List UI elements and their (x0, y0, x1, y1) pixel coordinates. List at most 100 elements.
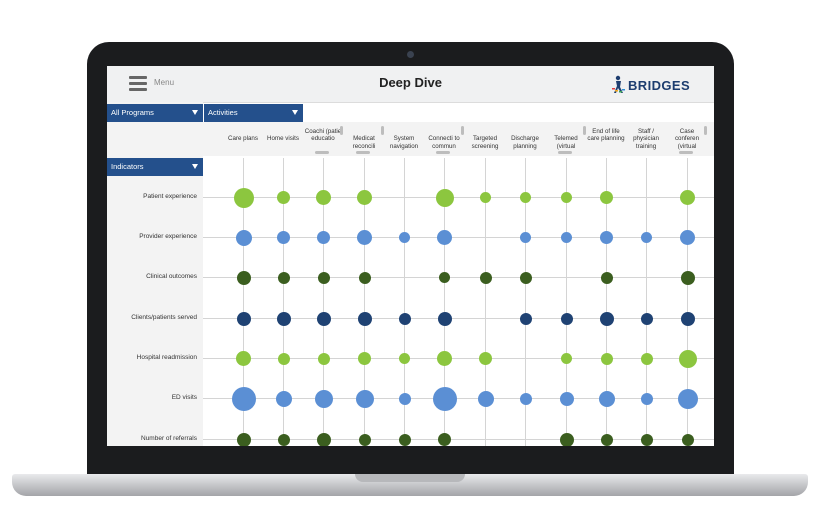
hamburger-menu-icon[interactable] (129, 76, 147, 91)
matrix-dot[interactable] (600, 231, 613, 244)
grid-column-line (243, 158, 244, 446)
column-hscrollbar[interactable] (679, 151, 693, 154)
column-header: Connecti to commun (428, 135, 460, 150)
matrix-dot[interactable] (236, 432, 251, 446)
matrix-dot[interactable] (680, 230, 695, 245)
column-hscrollbar[interactable] (315, 151, 329, 154)
matrix-dot[interactable] (357, 311, 372, 326)
matrix-dot[interactable] (236, 311, 251, 326)
matrix-dot[interactable] (316, 432, 331, 446)
matrix-dot[interactable] (317, 352, 330, 365)
matrix-dot[interactable] (317, 271, 330, 284)
menu-label[interactable]: Menu (154, 78, 175, 87)
matrix-dot[interactable] (680, 270, 695, 285)
matrix-dot[interactable] (439, 272, 450, 283)
matrix-dot[interactable] (277, 433, 290, 446)
column-scrollbar[interactable] (381, 126, 384, 135)
matrix-dot[interactable] (600, 352, 613, 365)
matrix-dot[interactable] (435, 188, 454, 207)
indicators-dropdown[interactable]: Indicators (107, 158, 203, 176)
matrix-dot[interactable] (231, 386, 256, 411)
matrix-dot[interactable] (599, 311, 614, 326)
matrix-dot[interactable] (600, 433, 613, 446)
matrix-dot[interactable] (600, 271, 613, 284)
matrix-dot[interactable] (520, 232, 531, 243)
matrix-dot[interactable] (598, 390, 615, 407)
column-scrollbar[interactable] (704, 126, 707, 135)
matrix-dot[interactable] (519, 312, 532, 325)
column-hscrollbar[interactable] (436, 151, 450, 154)
matrix-dot[interactable] (437, 351, 452, 366)
column-scrollbar[interactable] (461, 126, 464, 135)
matrix-dot[interactable] (438, 433, 451, 446)
matrix-dot[interactable] (681, 433, 694, 446)
matrix-dot[interactable] (640, 312, 653, 325)
matrix-dot[interactable] (398, 433, 411, 446)
matrix-dot[interactable] (398, 312, 411, 325)
column-header: Case conferen (virtual (674, 127, 700, 150)
matrix-dot[interactable] (236, 351, 251, 366)
matrix-dot[interactable] (399, 232, 410, 243)
brand-logo: BRIDGES (612, 74, 702, 96)
matrix-dot[interactable] (680, 311, 695, 326)
matrix-dot[interactable] (316, 311, 331, 326)
matrix-dot[interactable] (561, 192, 572, 203)
matrix-dot[interactable] (519, 392, 532, 405)
matrix-dot[interactable] (677, 388, 698, 409)
matrix-dot[interactable] (275, 390, 292, 407)
matrix-dot[interactable] (236, 270, 251, 285)
grid-row-line (203, 358, 714, 359)
column-scrollbar[interactable] (583, 126, 586, 135)
matrix-dot[interactable] (479, 271, 492, 284)
matrix-dot[interactable] (357, 190, 372, 205)
grid-row-line (203, 277, 714, 278)
activities-dropdown[interactable]: Activities (204, 104, 303, 122)
matrix-dot[interactable] (559, 391, 574, 406)
matrix-dot[interactable] (316, 190, 331, 205)
matrix-dot[interactable] (560, 312, 573, 325)
matrix-dot[interactable] (355, 389, 374, 408)
matrix-dot[interactable] (277, 191, 290, 204)
matrix-dot[interactable] (561, 232, 572, 243)
matrix-dot[interactable] (479, 352, 492, 365)
matrix-dot[interactable] (398, 392, 411, 405)
matrix-dot[interactable] (640, 433, 653, 446)
matrix-dot[interactable] (317, 231, 330, 244)
matrix-dot[interactable] (561, 353, 572, 364)
matrix-dot[interactable] (358, 271, 371, 284)
matrix-dot[interactable] (678, 349, 697, 368)
matrix-dot[interactable] (432, 386, 457, 411)
matrix-dot[interactable] (600, 191, 613, 204)
caret-down-icon (292, 110, 298, 115)
column-scrollbar[interactable] (340, 126, 343, 135)
column-hscrollbar[interactable] (356, 151, 370, 154)
matrix-dot[interactable] (640, 392, 653, 405)
programs-dropdown[interactable]: All Programs (107, 104, 203, 122)
matrix-dot[interactable] (277, 231, 290, 244)
matrix-dot[interactable] (314, 389, 333, 408)
matrix-dot[interactable] (277, 352, 290, 365)
webcam (407, 51, 414, 58)
matrix-dot[interactable] (477, 390, 494, 407)
matrix-dot[interactable] (520, 192, 531, 203)
matrix-dot[interactable] (437, 230, 452, 245)
matrix-dot[interactable] (399, 353, 410, 364)
brand-name: BRIDGES (628, 78, 691, 93)
matrix-dot[interactable] (559, 432, 574, 446)
matrix-dot[interactable] (480, 192, 491, 203)
matrix-dot[interactable] (519, 271, 532, 284)
matrix-dot[interactable] (277, 271, 290, 284)
matrix-dot[interactable] (233, 187, 254, 208)
matrix-dot[interactable] (357, 230, 372, 245)
matrix-dot[interactable] (235, 229, 252, 246)
matrix-dot[interactable] (358, 433, 371, 446)
matrix-dot[interactable] (640, 352, 653, 365)
column-header: Coachi (patie educatio (304, 127, 342, 143)
column-hscrollbar[interactable] (558, 151, 572, 154)
matrix-dot[interactable] (276, 311, 291, 326)
matrix-dot[interactable] (641, 232, 652, 243)
matrix-dot[interactable] (680, 190, 695, 205)
column-header: Medicat reconcili (352, 135, 376, 150)
matrix-dot[interactable] (358, 352, 371, 365)
matrix-dot[interactable] (437, 311, 452, 326)
